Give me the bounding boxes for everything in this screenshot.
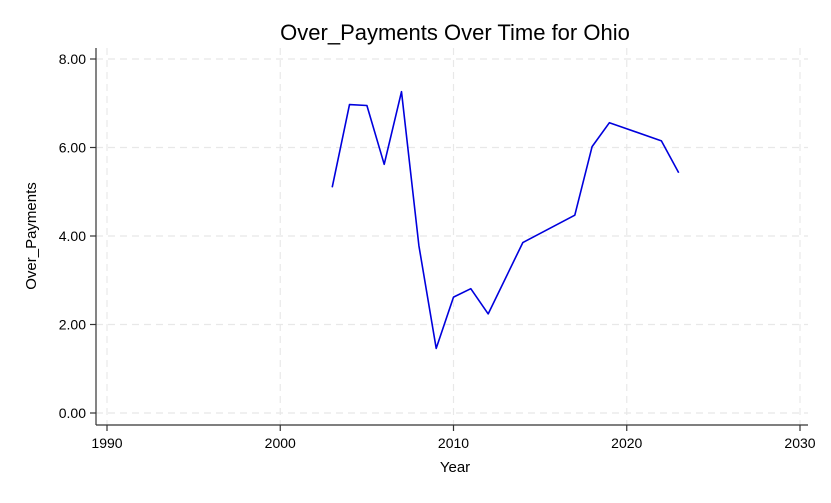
y-tick-label: 8.00 (59, 51, 86, 67)
y-tick-label: 6.00 (59, 140, 86, 156)
x-tick-label: 2010 (438, 435, 469, 451)
grid-lines (96, 48, 808, 425)
series-line (331, 90, 680, 350)
y-tick-label: 2.00 (59, 317, 86, 333)
chart-title: Over_Payments Over Time for Ohio (280, 20, 630, 45)
y-tick-label: 4.00 (59, 228, 86, 244)
axes: 1990 2000 2010 2020 2030 0.00 2.00 4.00 6.00 8.00 (59, 48, 816, 451)
x-tick-label: 2020 (611, 435, 642, 451)
x-tick-label: 2030 (784, 435, 815, 451)
y-tick-label: 0.00 (59, 405, 86, 421)
x-tick-label: 1990 (91, 435, 122, 451)
x-tick-label: 2000 (265, 435, 296, 451)
x-axis-label: Year (440, 459, 470, 476)
y-axis-label: Over_Payments (23, 182, 40, 290)
series-layer (331, 90, 680, 350)
